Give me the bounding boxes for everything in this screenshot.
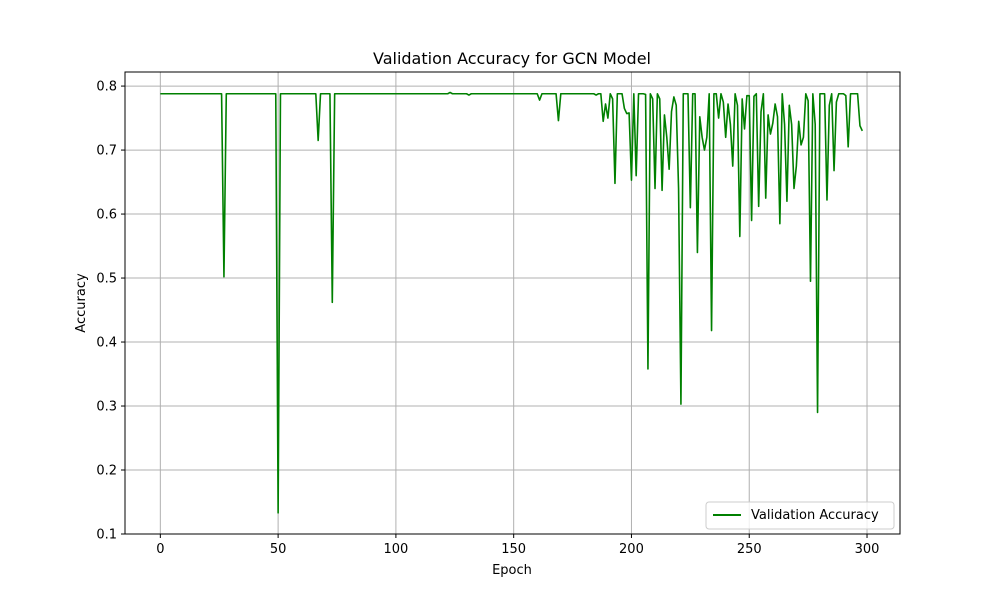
x-tick-label: 50 [270,542,287,557]
y-tick-label: 0.4 [96,336,117,351]
y-tick-label: 0.2 [96,464,117,479]
x-tick-label: 250 [737,542,762,557]
y-tick-label: 0.7 [96,144,117,159]
legend: Validation Accuracy [705,501,895,530]
y-tick-label: 0.8 [96,80,117,95]
y-axis-label: Accuracy [74,273,89,333]
plot-area-frame [124,71,901,535]
x-axis-label: Epoch [492,563,532,578]
legend-label: Validation Accuracy [751,508,879,523]
series-layer [160,91,864,514]
y-tick-label: 0.6 [96,208,117,223]
x-tick-label: 0 [156,542,164,557]
x-tick-label: 300 [855,542,880,557]
y-tick-label: 0.3 [96,400,117,415]
y-tick-label: 0.1 [96,528,117,543]
y-axis: 0.1 0.2 0.3 0.4 0.5 0.6 0.7 0.8 [96,80,125,543]
series-line-validation-accuracy [160,91,864,514]
x-tick-label: 150 [501,542,526,557]
x-tick-label: 100 [383,542,408,557]
legend-box [705,501,895,530]
y-tick-label: 0.5 [96,272,117,287]
chart-title: Validation Accuracy for GCN Model [373,49,651,68]
x-axis: 0 50 100 150 200 250 300 [156,534,879,557]
x-tick-label: 200 [619,542,644,557]
